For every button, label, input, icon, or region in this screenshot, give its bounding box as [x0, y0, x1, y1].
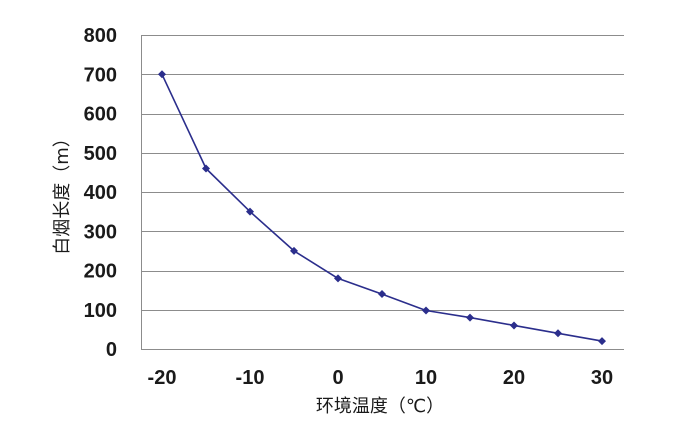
data-point — [290, 246, 298, 255]
grid-lines — [141, 35, 624, 311]
data-point — [422, 306, 430, 315]
y-tick-label: 700 — [84, 64, 117, 86]
y-tick-label: 0 — [106, 339, 117, 361]
x-tick-labels: -20 -10 0 10 20 30 — [148, 367, 614, 389]
data-point — [334, 274, 342, 283]
data-point — [378, 290, 386, 299]
y-tick-label: 500 — [84, 143, 117, 165]
y-tick-labels: 0 100 200 300 400 500 600 700 800 — [84, 25, 117, 361]
y-tick-label: 800 — [84, 25, 117, 47]
x-tick-label: 20 — [503, 367, 525, 389]
axes — [141, 35, 624, 350]
x-tick-label: -20 — [148, 367, 177, 389]
y-tick-label: 200 — [84, 261, 117, 283]
x-tick-label: -10 — [236, 367, 265, 389]
data-point — [510, 321, 518, 330]
data-point — [598, 337, 606, 346]
data-point — [246, 207, 254, 216]
data-point — [158, 70, 166, 79]
series-layer — [158, 70, 606, 346]
data-point — [466, 313, 474, 322]
y-tick-label: 100 — [84, 300, 117, 322]
y-tick-label: 600 — [84, 104, 117, 126]
y-axis-title: 白烟长度（m） — [52, 129, 73, 255]
x-tick-label: 10 — [415, 367, 437, 389]
x-tick-label: 0 — [332, 367, 343, 389]
x-axis-title: 环境温度（℃） — [316, 396, 444, 417]
y-tick-label: 400 — [84, 182, 117, 204]
data-point — [202, 164, 210, 173]
data-point — [554, 329, 562, 338]
x-tick-label: 30 — [591, 367, 613, 389]
y-tick-label: 300 — [84, 221, 117, 243]
